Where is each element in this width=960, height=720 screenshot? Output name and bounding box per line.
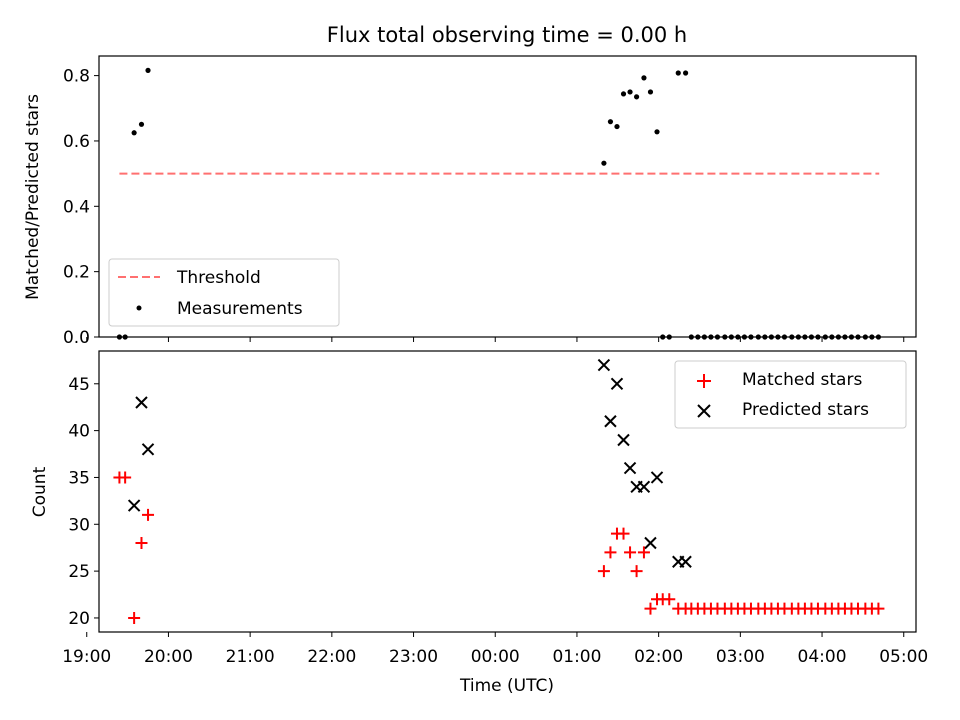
x-tick-label: 04:00 (798, 647, 847, 667)
y-tick-label: 0.6 (63, 132, 90, 152)
legend-threshold-label: Threshold (176, 268, 261, 288)
top-panel: 0.00.20.40.60.8 Matched/Predicted stars … (23, 55, 917, 348)
legend-matched-label: Matched stars (742, 370, 862, 390)
matched-stars-point (644, 602, 657, 615)
measurement-point (607, 119, 614, 125)
predicted-stars-point (644, 536, 657, 550)
x-tick-label: 03:00 (716, 647, 765, 667)
top-plot-frame (98, 55, 917, 338)
y-tick-label: 45 (68, 375, 90, 395)
x-tick-label: 00:00 (471, 647, 520, 667)
matched-stars-point (637, 546, 650, 559)
measurement-point (633, 94, 640, 100)
bottom-legend-box (674, 360, 907, 429)
matched-stars-point (617, 527, 630, 540)
top-y-axis-label: Matched/Predicted stars (23, 94, 43, 300)
x-tick-label: 22:00 (307, 647, 356, 667)
legend-matched-swatch (697, 374, 711, 388)
measurement-point (683, 70, 689, 76)
predicted-stars-point (637, 480, 651, 494)
y-tick-label: 20 (68, 609, 90, 629)
top-legend: Threshold Measurements (108, 258, 340, 327)
matched-stars-point (624, 546, 637, 559)
measurement-point (641, 75, 647, 81)
y-tick-label: 0.8 (63, 67, 90, 87)
y-tick-label: 35 (68, 468, 90, 488)
legend-predicted-swatch (697, 404, 711, 418)
matched-stars-point (119, 471, 132, 484)
matched-stars-point (597, 565, 610, 578)
bottom-legend: Matched stars Predicted stars (674, 360, 907, 429)
top-chart-title: Flux total observing time = 0.00 h (327, 23, 687, 47)
measurement-point (647, 89, 654, 95)
predicted-stars-point (650, 471, 664, 484)
matched-stars-point (630, 565, 643, 578)
y-tick-label: 40 (68, 422, 90, 442)
y-tick-label: 0.0 (63, 328, 90, 348)
y-tick-label: 0.4 (63, 197, 90, 217)
x-tick-label: 05:00 (879, 647, 928, 667)
y-tick-label: 25 (68, 562, 90, 582)
predicted-stars-point (597, 358, 611, 372)
legend-measurements-swatch (136, 305, 142, 311)
bottom-plot-frame (98, 350, 917, 633)
measurement-point (601, 160, 607, 166)
x-tick-label: 20:00 (144, 647, 193, 667)
predicted-stars-point (141, 443, 155, 456)
x-tick-label: 19:00 (62, 647, 111, 667)
predicted-stars-point (617, 433, 630, 447)
measurement-point (131, 130, 137, 136)
y-tick-label: 30 (68, 515, 90, 535)
measurement-point (675, 70, 681, 76)
x-axis-label: Time (UTC) (459, 676, 554, 696)
matched-stars-point (142, 508, 155, 521)
predicted-stars-point (623, 461, 637, 475)
bottom-y-axis-label: Count (30, 466, 50, 517)
measurement-point (627, 89, 633, 95)
measurement-point (620, 91, 627, 97)
matched-stars-point (872, 602, 885, 615)
matched-stars-point (604, 546, 617, 559)
matched-stars-point (663, 593, 676, 606)
measurement-point (138, 121, 145, 127)
x-tick-label: 23:00 (389, 647, 438, 667)
matched-stars-point (128, 611, 141, 624)
x-tick-label: 21:00 (226, 647, 275, 667)
measurement-point (614, 123, 620, 130)
predicted-stars-point (135, 396, 148, 409)
y-tick-label: 0.2 (63, 263, 90, 283)
x-tick-label: 01:00 (552, 647, 601, 667)
predicted-stars-point (679, 555, 692, 568)
legend-predicted-label: Predicted stars (742, 400, 869, 420)
bottom-panel: 19:00 20:00 21:00 22:00 23:00 00:00 01:00 02:00… (30, 350, 928, 696)
legend-measurements-label: Measurements (177, 299, 303, 319)
matched-stars-point (135, 537, 148, 550)
predicted-stars-point (127, 499, 141, 512)
x-tick-label: 02:00 (634, 647, 683, 667)
measurement-point (654, 129, 660, 135)
predicted-stars-point (604, 415, 617, 428)
measurement-point (145, 67, 151, 73)
top-legend-box (108, 258, 340, 327)
predicted-stars-point (610, 377, 624, 390)
